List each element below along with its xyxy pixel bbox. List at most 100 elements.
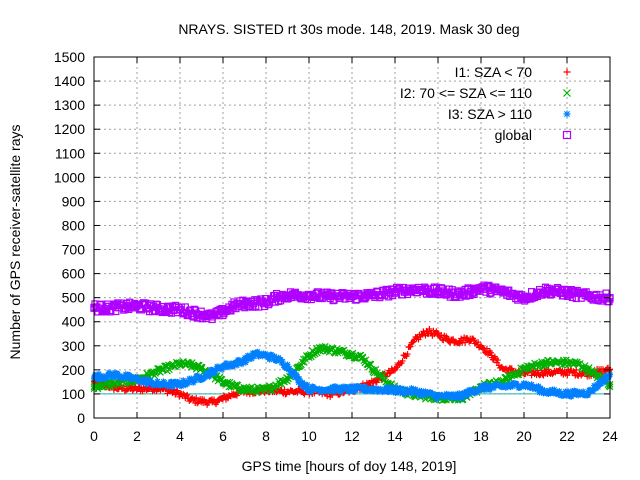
series-star-sample [109,374,116,381]
series-star-sample [93,371,100,378]
series-square-sample [97,300,105,308]
series-star-sample [595,384,602,391]
series-star-sample [419,392,426,399]
series-star-sample [432,391,439,398]
series-star-sample [173,382,180,389]
y-tick-label: 700 [62,242,86,258]
series-star-sample [99,372,106,379]
series-cross-sample [122,380,130,388]
series-star-sample [539,386,546,393]
series-star-sample [169,383,176,390]
series-star-sample [286,365,293,372]
legend-label: I2: 70 <= SZA <= 110 [400,85,532,101]
series-star-sample [134,374,141,381]
series-square-sample [329,297,337,305]
series-star-sample [590,388,597,395]
series-star-sample [132,373,139,380]
x-tick-label: 2 [133,428,141,444]
series-star-sample [551,386,558,393]
series-star-sample [213,367,220,374]
series-star-sample [94,376,101,383]
series-star-sample [271,353,278,360]
y-axis-label: Number of GPS receiver-satellite rays [7,125,23,360]
series-star-sample [591,382,598,389]
series-plus-sample [462,339,469,346]
series-star-sample [412,386,419,393]
series-star-sample [483,381,490,388]
series-star-sample [434,395,441,402]
series-star-sample [180,377,187,384]
series-plus-sample [193,394,200,401]
series-star-sample [222,359,229,366]
y-tick-label: 400 [62,314,86,330]
series-star-sample [229,363,236,370]
x-tick-label: 16 [430,428,446,444]
series-plus-sample [545,366,552,373]
x-tick-label: 12 [344,428,360,444]
x-tick-label: 8 [262,428,270,444]
series-star-sample [330,388,337,395]
series-plus-sample [392,365,399,372]
series-plus-sample [409,339,416,346]
legend-label: I3: SZA > 110 [448,106,532,122]
x-axis-label: GPS time [hours of doy 148, 2019] [242,458,457,474]
legend-marker [563,110,571,118]
series-star-sample [383,383,390,390]
series-square-sample [602,289,610,297]
series-star-sample [490,385,497,392]
series-cross-sample [294,363,302,371]
series-plus-sample [475,339,482,346]
series-star-group [91,348,613,402]
series-star-sample [219,366,226,373]
series-star-sample [580,388,587,395]
y-tick-label: 500 [62,290,86,306]
series-star-sample [555,391,562,398]
series-star-sample [104,371,111,378]
series-star-sample [370,384,377,391]
series-star-sample [414,388,421,395]
series-plus-sample [426,325,433,332]
series-star-sample [304,381,311,388]
series-star-sample [266,356,273,363]
series-plus-sample [404,351,411,358]
y-tick-label: 100 [62,386,86,402]
series-star-sample [486,387,493,394]
series-star-sample [262,350,269,357]
series-plus-sample [233,392,240,399]
y-tick-label: 1200 [54,121,85,137]
series-star-sample [554,388,561,395]
x-tick-label: 4 [176,428,184,444]
series-star-sample [97,373,104,380]
x-tick-label: 22 [559,428,575,444]
y-tick-label: 1000 [54,169,85,185]
axis-ticks: 0100200300400500600700800900100011001200… [54,49,618,444]
series-star-sample [502,384,509,391]
legend-marker [563,68,571,76]
series-star-sample [263,352,270,359]
y-tick-label: 0 [77,410,85,426]
series-star-sample [233,362,240,369]
series-plus-sample [494,357,501,364]
series-plus-sample [393,364,400,371]
series-star-sample [242,359,249,366]
series-star-sample [513,380,520,387]
series-star-sample [541,387,548,394]
series-star-sample [382,386,389,393]
y-tick-label: 1300 [54,97,85,113]
series-star-sample [481,387,488,394]
y-tick-label: 1500 [54,49,85,65]
series-star-sample [176,380,183,387]
series-star-sample [585,392,592,399]
series-plus-sample [481,349,488,355]
series-star-sample [477,386,484,393]
series-plus-sample [487,349,494,356]
series-star-sample [573,391,580,398]
series-plus-sample [220,392,227,399]
series-cross-sample [529,363,537,371]
series-star-sample [332,383,339,390]
series-star-sample [192,377,199,384]
legend-marker [563,89,571,97]
x-tick-label: 10 [301,428,317,444]
series-star-sample [103,374,110,381]
